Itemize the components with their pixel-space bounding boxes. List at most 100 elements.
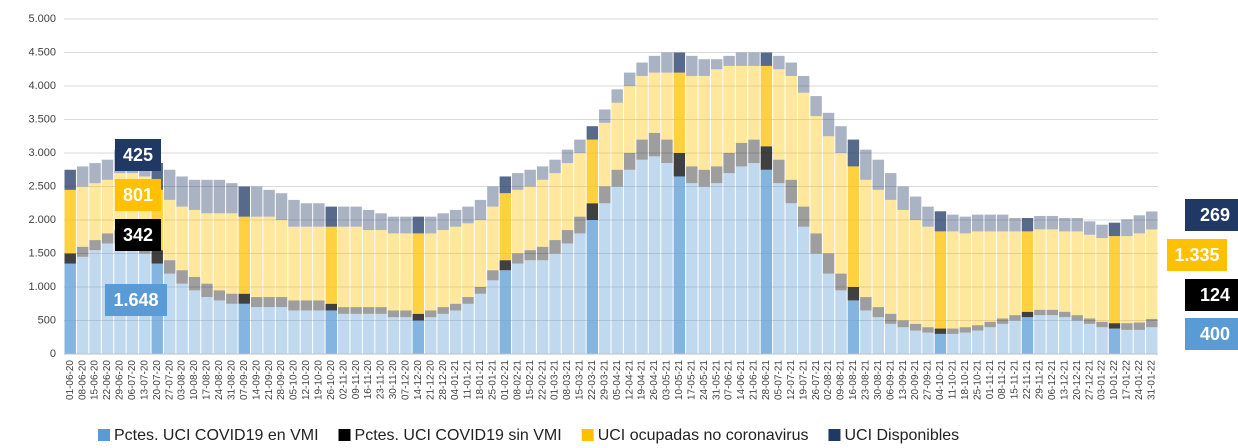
x-tick-label: 10-08-20 [189, 360, 200, 400]
bar-segment [636, 159, 648, 354]
bar-segment [673, 52, 686, 73]
bar-segment [288, 310, 300, 354]
bar-segment [412, 216, 425, 234]
bar-segment [636, 139, 648, 160]
bar-segment [847, 287, 860, 301]
bar-segment [1083, 323, 1096, 354]
x-tick-label: 19-04-21 [637, 360, 648, 400]
x-tick-label: 19-07-21 [798, 360, 809, 400]
bar-segment [710, 69, 723, 167]
bar-segment [847, 166, 860, 287]
bar-segment [835, 153, 847, 274]
bar-segment [362, 209, 375, 231]
bar-segment [226, 213, 238, 294]
bar-segment [847, 300, 860, 354]
x-tick-label: 08-06-20 [77, 360, 88, 400]
bar-segment [549, 159, 561, 174]
annotation: 425 [123, 145, 153, 165]
bar-segment [648, 132, 661, 157]
bar-segment [623, 86, 636, 153]
bar-segment [338, 307, 350, 314]
bar-segment [176, 206, 188, 271]
bar-segment [785, 203, 797, 354]
bar-segment [188, 290, 201, 354]
bar-segment [760, 146, 773, 170]
bar-segment [350, 226, 362, 308]
bar-segment [213, 213, 226, 291]
bar-segment [1096, 327, 1108, 354]
bar-segment [922, 226, 934, 328]
bar-segment [648, 72, 661, 133]
x-tick-label: 06-07-20 [127, 360, 138, 400]
bar-segment [387, 317, 400, 354]
bar-segment [400, 233, 412, 311]
x-tick-label: 22-02-21 [537, 360, 548, 400]
bar-segment [611, 169, 623, 187]
bar-segment [201, 297, 213, 354]
bar-segment [785, 62, 797, 76]
bar-segment [437, 230, 449, 308]
bar-segment [984, 214, 996, 232]
bar-segment [1071, 320, 1083, 354]
bar-segment [462, 303, 474, 354]
bar-segment [487, 270, 499, 281]
bar-segment [797, 92, 810, 207]
bar-segment [897, 186, 909, 210]
bar-segment [623, 72, 636, 86]
x-tick-label: 31-08-20 [226, 360, 237, 400]
bar-segment [462, 206, 474, 224]
bar-segment [934, 328, 947, 334]
x-tick-label: 07-09-20 [239, 360, 250, 400]
bar-segment [723, 55, 735, 66]
legend-label: UCI Disponibles [844, 427, 959, 444]
bar-segment [449, 226, 462, 304]
bar-segment [1034, 309, 1046, 316]
x-tick-label: 14-09-20 [251, 360, 262, 400]
bar-segment [487, 186, 499, 207]
x-tick-label: 16-11-20 [363, 360, 374, 400]
bar-segment [362, 307, 375, 314]
bar-segment [163, 199, 176, 261]
bar-segment [89, 163, 101, 184]
bar-segment [661, 163, 673, 354]
x-tick-label: 05-04-21 [612, 360, 623, 400]
bar-segment [1121, 219, 1133, 237]
bar-segment [748, 65, 760, 140]
x-tick-label: 26-10-20 [326, 360, 337, 400]
bar-segment [1146, 229, 1158, 319]
x-tick-label: 20-07-20 [152, 360, 163, 400]
bar-segment [101, 179, 114, 234]
annotation-box [115, 219, 161, 251]
bar-segment [885, 323, 897, 354]
x-tick-label: 04-01-21 [450, 360, 461, 400]
annotation: 1.648 [113, 290, 158, 310]
bar-segment [1059, 317, 1071, 354]
x-tick-label: 21-12-20 [425, 360, 436, 400]
x-tick-label: 08-11-21 [997, 360, 1008, 400]
x-tick-label: 17-05-21 [686, 360, 697, 400]
bar-segment [785, 179, 797, 204]
bar-segment [300, 203, 313, 227]
bar-segment [847, 139, 860, 167]
x-tick-label: 03-05-21 [662, 360, 673, 400]
x-tick-label: 24-08-20 [214, 360, 225, 400]
bar-segment [474, 293, 487, 354]
bar-segment [797, 75, 810, 93]
bar-segment [648, 55, 661, 73]
bar-segment [89, 240, 101, 251]
bar-segment [760, 65, 773, 147]
bar-segment [1146, 211, 1158, 230]
bar-segment [387, 216, 400, 234]
bar-segment [1071, 231, 1083, 316]
bar-segment [213, 300, 226, 354]
bar-segment [1121, 329, 1133, 354]
annotation-box [115, 139, 161, 171]
x-tick-label: 30-08-21 [873, 360, 884, 400]
bar-segment [661, 52, 673, 73]
bar-segment [623, 153, 636, 170]
bar-segment [872, 307, 884, 318]
bar-segment [947, 231, 959, 329]
bar-segment [512, 173, 524, 190]
bar-segment [263, 307, 275, 354]
x-tick-label: 25-10-21 [972, 360, 983, 400]
